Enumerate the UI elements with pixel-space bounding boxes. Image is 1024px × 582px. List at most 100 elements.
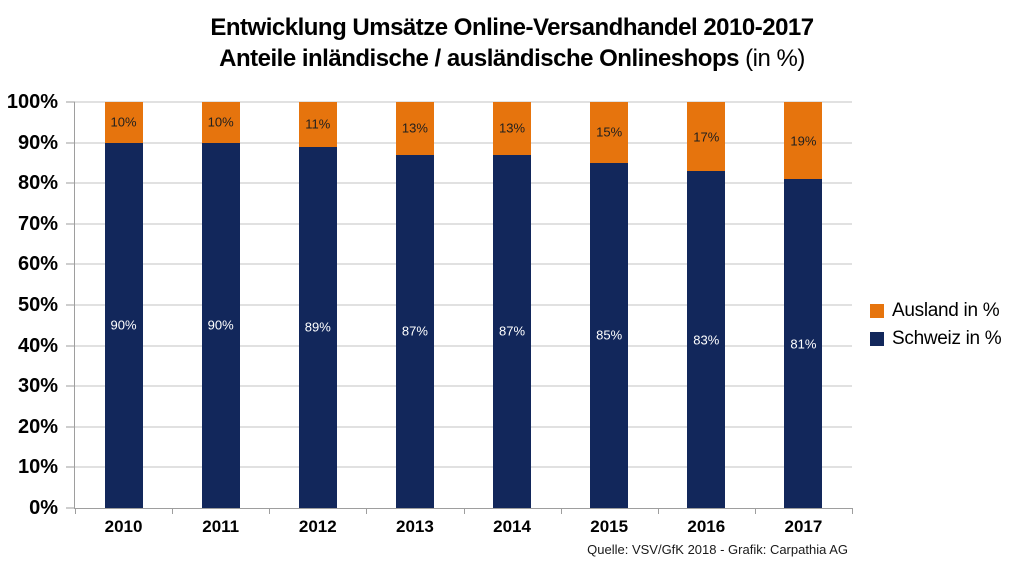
y-axis-label: 30% [17, 375, 58, 398]
bar-2013: 87% 13% [395, 102, 434, 508]
y-axis-label: 60% [17, 253, 58, 276]
bar-segment [493, 102, 532, 155]
bar-2017: 81% 19% [784, 102, 823, 508]
bar-segment [395, 102, 434, 155]
y-axis-label: 0% [29, 497, 58, 519]
plot-area: 0% 10% 20% 30% 40% 50% 60% 70% 80% 90% 100% 90% 10% 2… [7, 92, 853, 536]
gridline-20 [75, 426, 852, 428]
segment-label: 13% [401, 120, 428, 136]
bar-segment [493, 154, 532, 508]
bar-segment [784, 102, 823, 180]
bar-segment [687, 102, 726, 172]
x-axis-tick [754, 508, 756, 514]
y-axis-label: 80% [17, 172, 58, 195]
bar-segment [298, 102, 337, 147]
gridline-10 [75, 466, 852, 468]
x-axis-tick [560, 508, 562, 514]
legend-item: Schweiz in % [870, 327, 1002, 349]
segment-label: 11% [305, 116, 331, 132]
y-axis-label: 90% [17, 131, 58, 154]
y-axis-tick [66, 182, 75, 184]
gridline-100 [75, 101, 852, 103]
y-axis-tick [66, 142, 75, 144]
chart-subtitle-bold: Anteile inländische / ausländische Onlin… [219, 45, 739, 72]
bar-2010: 90% 10% [104, 102, 143, 508]
segment-label: 10% [207, 114, 234, 130]
bar-segment [201, 142, 240, 508]
bar-segment [298, 146, 337, 508]
y-axis-tick [66, 426, 75, 428]
legend: Ausland in % Schweiz in % [870, 299, 1002, 357]
x-axis-label: 2013 [396, 517, 434, 536]
gridline-80 [75, 182, 852, 184]
x-axis-label: 2014 [493, 517, 531, 536]
bar-2011: 90% 10% [201, 102, 240, 508]
bar-segment [590, 102, 629, 163]
y-axis-label: 40% [17, 334, 58, 357]
gridline-50 [75, 304, 852, 306]
chart-title-line1: Entwicklung Umsätze Online-Versandhandel… [210, 14, 814, 41]
x-axis-tick [75, 508, 76, 514]
y-axis-label: 100% [6, 91, 58, 113]
legend-label: Ausland in % [892, 299, 1000, 321]
y-axis-label: 10% [17, 456, 58, 479]
segment-label: 83% [693, 332, 720, 348]
segment-label: 90% [110, 317, 137, 333]
y-axis-label: 20% [17, 415, 58, 438]
x-axis-tick [172, 508, 174, 514]
x-axis-label: 2012 [298, 517, 337, 536]
x-axis-tick [657, 508, 659, 514]
source-credit: Quelle: VSV/GfK 2018 - Grafik: Carpathia… [587, 542, 848, 557]
x-axis-tick [463, 508, 465, 514]
segment-label: 87% [499, 323, 526, 339]
x-axis-label: 2017 [784, 517, 823, 536]
x-axis-label: 2010 [104, 517, 143, 536]
bar-segment [687, 171, 726, 508]
y-axis-label: 50% [17, 294, 58, 316]
y-axis-tick [66, 263, 75, 265]
bar-segment [104, 102, 143, 143]
segment-label: 13% [499, 120, 526, 136]
segment-label: 90% [207, 317, 234, 333]
x-axis-tick [366, 508, 368, 514]
chart-title: Entwicklung Umsätze Online-Versandhandel… [0, 12, 1024, 74]
bar-segment [104, 142, 143, 508]
x-axis-label: 2016 [687, 517, 726, 536]
gridline-70 [75, 223, 852, 225]
bar-segment [784, 179, 823, 508]
gridline-40 [75, 345, 852, 347]
legend-swatch [870, 303, 884, 318]
y-axis-tick [66, 466, 75, 468]
bar-2016: 83% 17% [687, 102, 726, 508]
y-axis-tick [66, 385, 75, 387]
segment-label: 15% [596, 124, 623, 140]
bar-2014: 87% 13% [493, 102, 532, 508]
y-axis-tick [66, 345, 75, 347]
y-axis-tick [66, 223, 75, 225]
y-axis-tick [66, 304, 75, 306]
y-axis-tick [66, 507, 75, 509]
x-axis-label: 2015 [590, 517, 629, 536]
gridline-30 [75, 385, 852, 387]
segment-label: 19% [790, 133, 817, 149]
chart-title-line2: Anteile inländische / ausländische Onlin… [0, 43, 1024, 74]
bar-2015: 85% 15% [590, 102, 629, 508]
segment-label: 89% [304, 319, 331, 335]
y-axis-label: 70% [17, 212, 58, 235]
x-axis-label: 2011 [202, 517, 240, 536]
y-axis-tick [66, 101, 75, 103]
segment-label: 81% [790, 336, 817, 352]
x-axis-tick [269, 508, 271, 514]
gridline-90 [75, 142, 852, 144]
segment-label: 87% [401, 323, 428, 339]
legend-swatch [870, 331, 884, 346]
legend-item: Ausland in % [870, 299, 1001, 321]
segment-label: 10% [110, 114, 137, 130]
bar-segment [590, 162, 629, 508]
segment-label: 17% [693, 129, 720, 145]
bar-segment [395, 154, 434, 508]
bar-2012: 89% 11% [298, 102, 337, 508]
legend-label: Schweiz in % [892, 327, 1002, 349]
chart-subtitle-normal: (in %) [738, 45, 805, 72]
